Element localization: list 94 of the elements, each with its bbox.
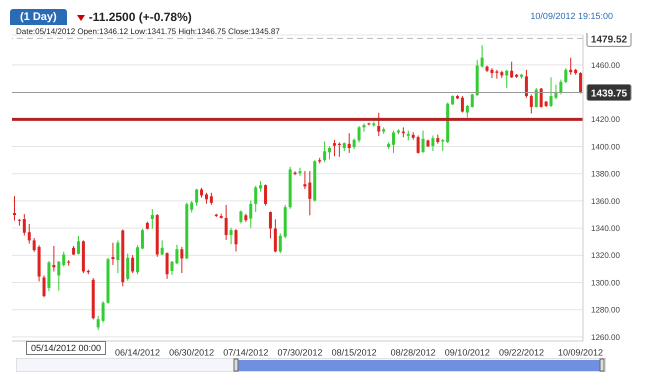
candlestick: [224, 204, 228, 240]
candlestick: [140, 228, 144, 250]
candlestick: [406, 130, 410, 141]
candlestick: [131, 254, 134, 274]
candlestick: [564, 68, 568, 84]
candlestick: [460, 96, 464, 114]
y-tick-label: 1460.00: [591, 60, 620, 70]
candlestick: [392, 130, 396, 154]
candlestick: [22, 214, 26, 236]
candlestick: [160, 240, 164, 256]
candlestick: [249, 200, 252, 228]
candlestick: [579, 72, 582, 94]
x-tick-label: 08/15/2012: [332, 347, 377, 358]
candlestick: [554, 84, 558, 100]
candlestick: [559, 79, 562, 95]
candlestick: [239, 210, 242, 224]
candlestick: [490, 68, 494, 78]
candlestick: [175, 244, 178, 265]
candlestick: [377, 112, 380, 136]
candlestick: [166, 252, 169, 280]
y-tick-label: 1340.00: [591, 224, 620, 233]
candlestick: [451, 94, 454, 106]
y-tick-label: 1380.00: [591, 170, 620, 179]
x-tick-label: 09/10/2012: [444, 347, 490, 358]
x-tick-label: 08/28/2012: [390, 347, 436, 358]
candlestick: [441, 138, 444, 152]
candlestick: [116, 240, 120, 274]
candlestick: [180, 246, 184, 274]
text: 05/14/2012 00:00: [26, 341, 106, 355]
candlestick: [102, 300, 105, 324]
candlestick: [32, 238, 36, 252]
annotation: Date:05/14/2012 Open:1346.12 Low:1341.75 High:1346.75 Close:1345.87: [16, 27, 280, 36]
candlestick: [352, 138, 356, 150]
candlestick: [12, 196, 16, 222]
candlestick: [210, 192, 213, 206]
candlestick: [200, 187, 204, 198]
candlestick: [264, 184, 268, 206]
candlestick: [259, 180, 262, 192]
ref-line-label: 1479.52: [590, 34, 628, 46]
candlestick: [422, 130, 425, 154]
candlestick: [431, 135, 434, 152]
candlestick: [230, 227, 233, 245]
candlestick: [308, 170, 312, 216]
candlestick: [204, 192, 208, 204]
candlestick: [234, 228, 238, 252]
candlestick: [358, 125, 361, 143]
y-tick-label: 1260.00: [591, 332, 620, 342]
candlestick: [348, 132, 351, 154]
candlestick: [480, 44, 484, 68]
candlestick: [466, 104, 469, 118]
ref-line-label: 1439.75: [590, 88, 628, 100]
y-tick-label: 1280.00: [591, 306, 620, 315]
x-tick-label: 09/22/2012: [498, 347, 544, 358]
candlestick: [436, 134, 440, 144]
candlestick: [170, 260, 174, 276]
candlestick: [254, 185, 258, 213]
candlestick: [402, 126, 405, 138]
candlestick: [195, 188, 198, 206]
x-tick-label: 10/09/2012: [558, 347, 604, 358]
candlestick: [524, 69, 528, 98]
y-tick-label: 1420.00: [591, 115, 620, 124]
text: 10/09/2012 19:15:00: [530, 11, 613, 21]
candlestick: [550, 76, 553, 108]
candlestick: [303, 170, 306, 190]
candlestick: [534, 87, 538, 108]
y-tick-label: 1300.00: [591, 278, 620, 288]
candlestick: [274, 218, 277, 253]
candlestick: [510, 61, 514, 78]
candlestick: [332, 139, 336, 157]
y-tick-label: 1320.00: [591, 251, 620, 260]
candlestick: [540, 87, 543, 108]
candlestick: [76, 236, 80, 256]
candlestick: [530, 94, 533, 114]
candlestick: [42, 274, 46, 298]
candlestick: [52, 245, 56, 272]
candlestick: [96, 315, 100, 330]
candlestick: [505, 69, 508, 88]
candlestick: [111, 242, 114, 266]
candlestick: [72, 245, 76, 256]
x-tick-label: 07/30/2012: [277, 347, 322, 358]
x-tick-label: 07/14/2012: [223, 347, 268, 358]
x-tick-label: 06/30/2012: [169, 347, 214, 358]
candlestick: [126, 253, 130, 282]
candlestick: [323, 140, 326, 163]
candlestick: [150, 208, 154, 230]
x-tick-label: 06/14/2012: [115, 347, 160, 358]
chart-title: (1 Day): [10, 9, 67, 25]
candlestick: [268, 210, 272, 239]
y-tick-label: 1360.00: [591, 196, 620, 206]
candlestick: [28, 223, 31, 244]
y-tick-label: 1400.00: [591, 142, 620, 152]
text: -11.2500 (+-0.78%): [88, 10, 192, 24]
candlestick: [328, 146, 332, 160]
candlestick: [416, 135, 420, 154]
